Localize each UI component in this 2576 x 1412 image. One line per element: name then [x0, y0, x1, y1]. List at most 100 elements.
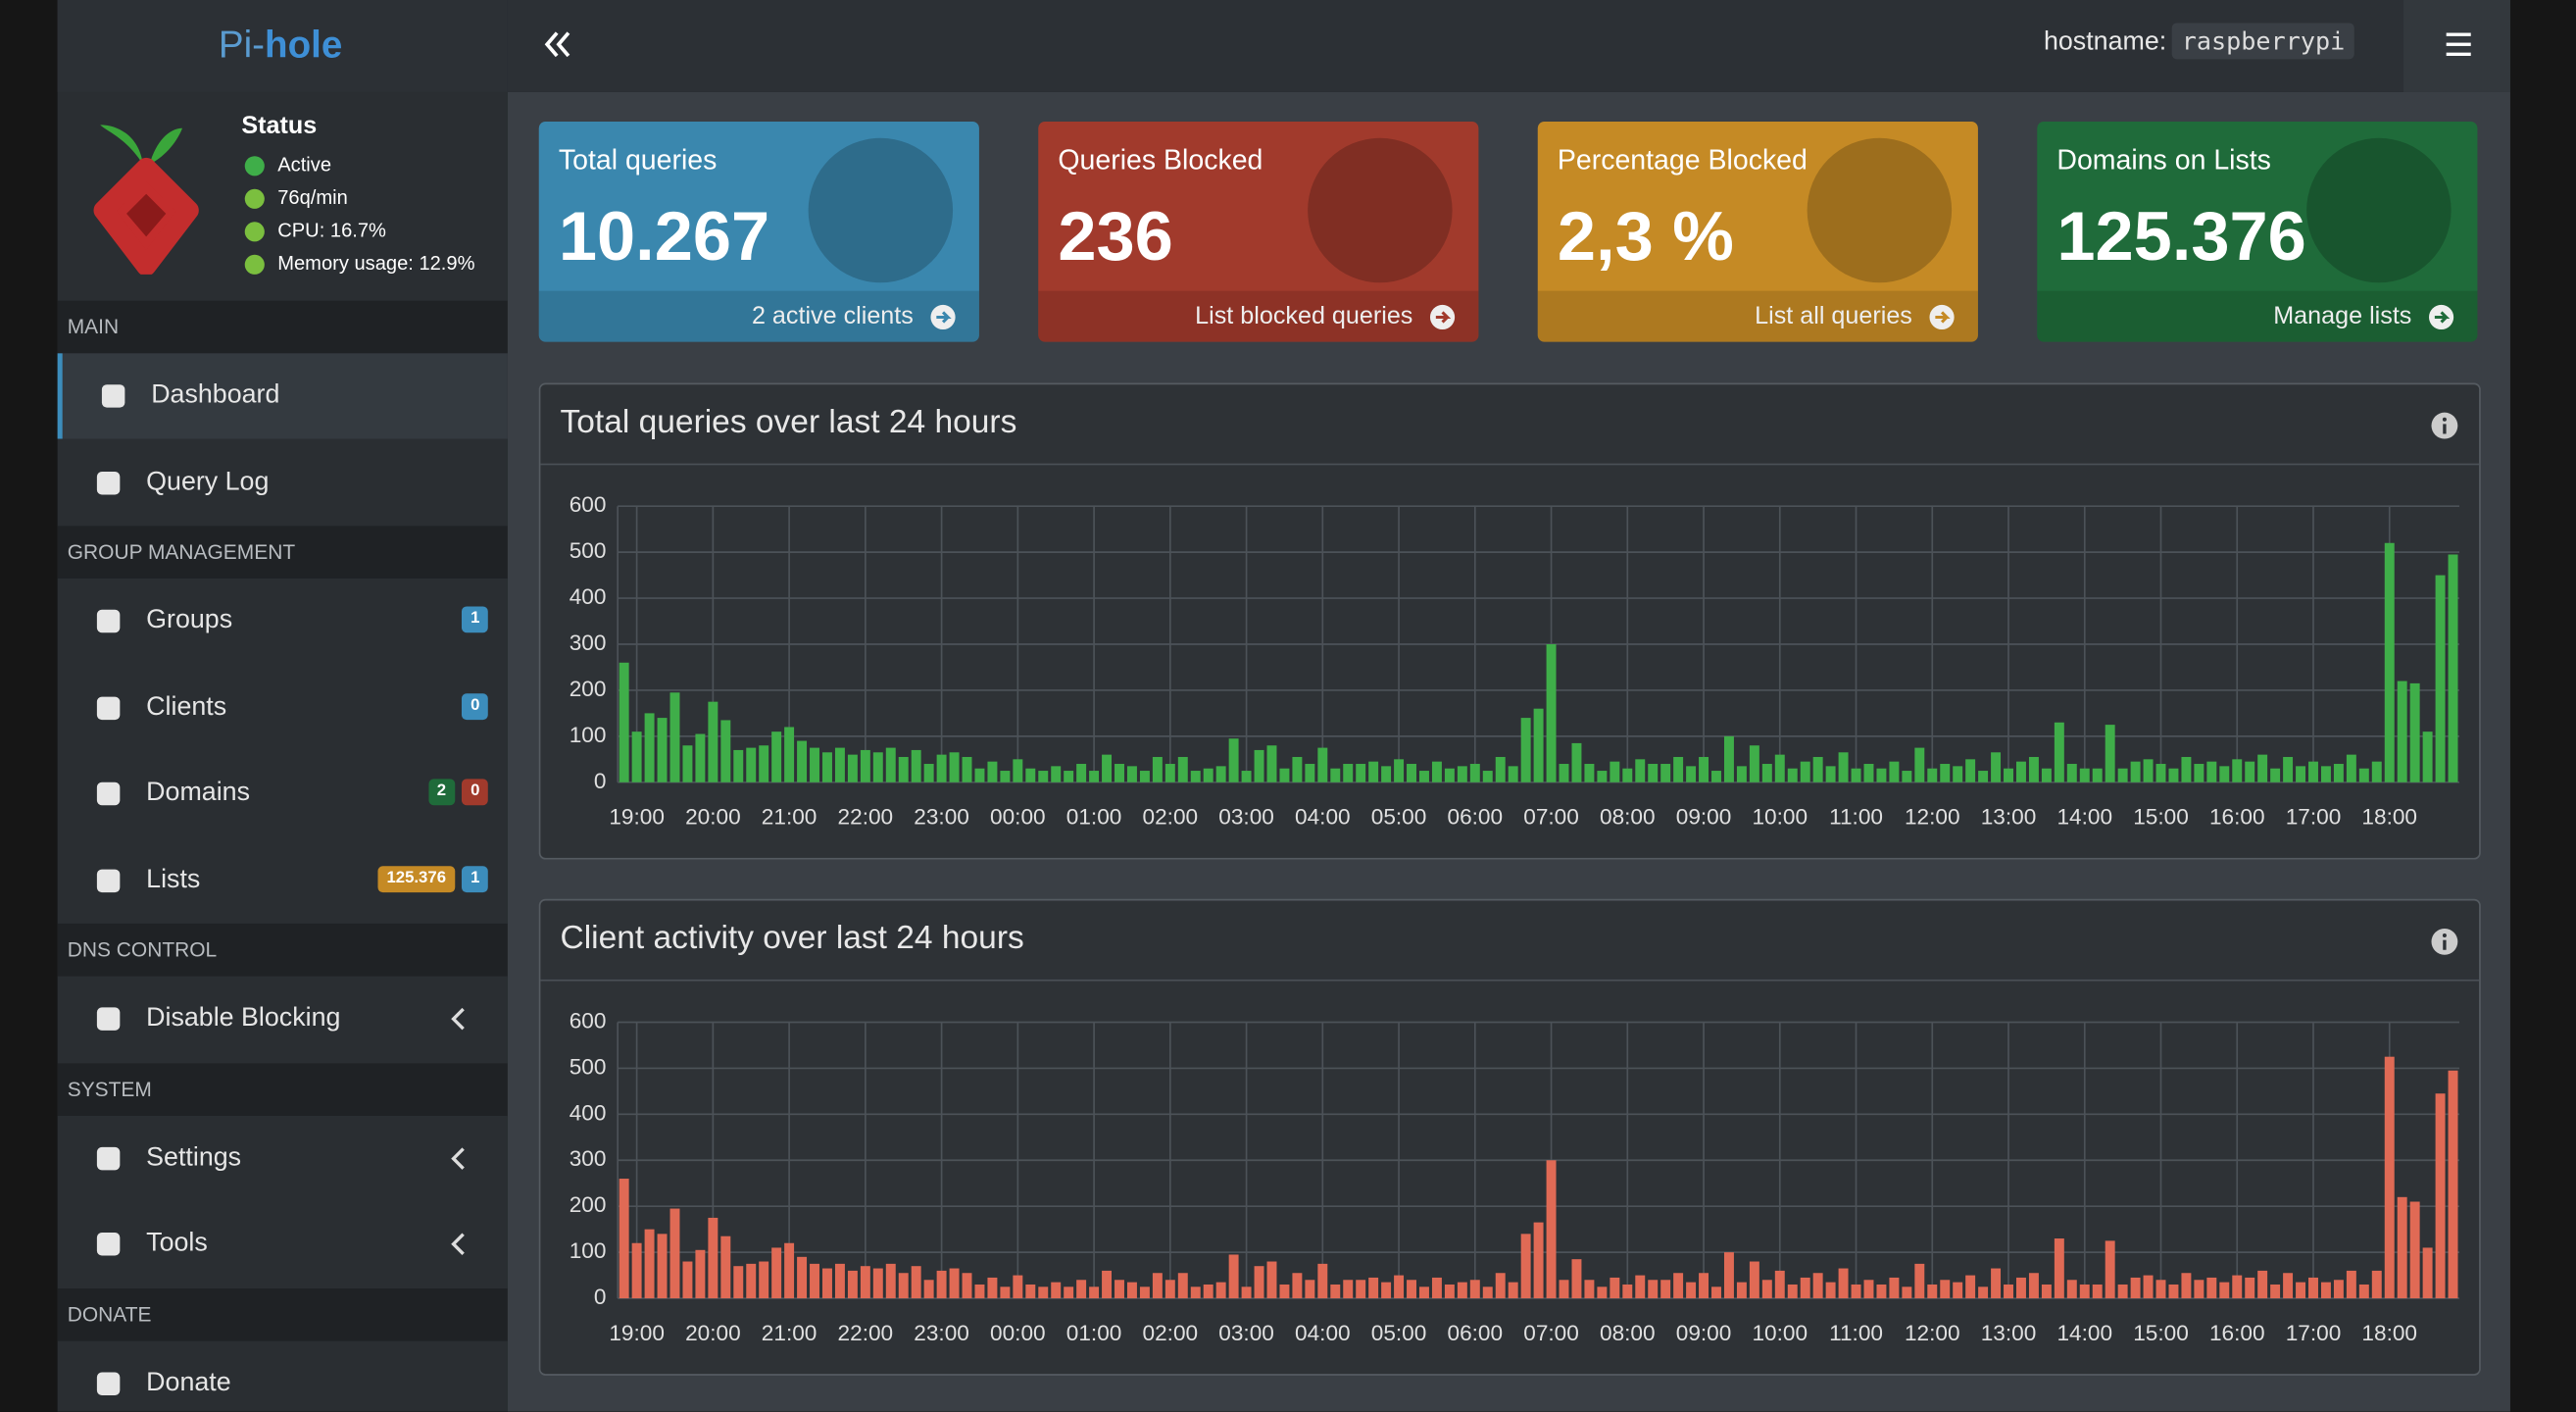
x-tick-label: 04:00	[1295, 1321, 1351, 1345]
menu-item[interactable]: Clients 0	[58, 665, 508, 750]
bar	[1482, 1286, 1493, 1299]
bar	[885, 747, 896, 782]
bar	[860, 749, 870, 782]
bar	[1940, 764, 1951, 782]
x-tick-label: 13:00	[1981, 805, 2037, 830]
card-footer[interactable]: List blocked queries	[1038, 290, 1479, 342]
bar	[962, 756, 972, 782]
y-tick-label: 100	[570, 723, 607, 747]
bar	[1266, 745, 1277, 782]
bar	[1622, 1284, 1633, 1299]
bar	[2092, 1284, 2103, 1299]
bar	[1914, 1263, 1925, 1299]
icon-shape	[96, 1146, 121, 1170]
card-footer[interactable]: List all queries	[1537, 290, 1978, 342]
bar	[923, 1280, 934, 1299]
x-tick-label: 06:00	[1448, 1321, 1504, 1345]
bar	[1469, 1280, 1480, 1299]
menu-item[interactable]: Disable Blocking	[58, 977, 508, 1062]
menu-item[interactable]: Tools	[58, 1201, 508, 1286]
x-tick-label: 21:00	[762, 1321, 817, 1345]
bar	[898, 1273, 909, 1299]
bar	[1407, 764, 1416, 782]
stat-card: Percentage Blocked 2,3 % List all queries	[1537, 122, 1978, 342]
bar	[1889, 761, 1900, 782]
x-tick-label: 16:00	[2209, 1321, 2265, 1345]
chevron-line	[451, 1007, 465, 1031]
bar	[1177, 1273, 1188, 1299]
bar	[1660, 764, 1671, 782]
y-tick-label: 200	[570, 1192, 607, 1217]
x-tick-label: 02:00	[1143, 1321, 1199, 1345]
section-header: MAIN	[57, 300, 508, 354]
bar	[1584, 1280, 1595, 1299]
bar	[1914, 747, 1925, 782]
bar	[733, 1266, 744, 1299]
bar	[2257, 754, 2268, 782]
menu-item[interactable]: Lists 1 125.376	[58, 837, 508, 923]
bar	[657, 1234, 668, 1299]
bar	[2206, 1277, 2217, 1299]
card-footer[interactable]: 2 active clients	[538, 290, 979, 342]
chevron-line	[451, 1146, 465, 1169]
bar	[2232, 1275, 2243, 1299]
menu-item[interactable]: Donate	[58, 1340, 508, 1412]
bar	[631, 731, 642, 782]
bar	[1126, 1282, 1137, 1299]
menu-label: Query Log	[146, 467, 270, 496]
menu-item[interactable]: Groups 1	[58, 579, 508, 664]
bar	[1610, 1277, 1620, 1299]
bar	[2016, 761, 2026, 782]
bar	[2066, 764, 2077, 782]
x-tick-label: 00:00	[990, 1321, 1046, 1345]
menu-toggle[interactable]	[2403, 0, 2510, 92]
bar	[2346, 1270, 2356, 1299]
bar	[619, 662, 629, 782]
bar	[1381, 766, 1392, 782]
bar	[1356, 1280, 1366, 1299]
menu-icon	[96, 868, 121, 892]
menu-item[interactable]: Domains 0 2	[58, 751, 508, 836]
chevron-line	[451, 1233, 465, 1255]
x-tick-label: 14:00	[2056, 805, 2112, 830]
bar	[1038, 771, 1049, 782]
collapse-button[interactable]	[544, 29, 573, 59]
bar	[2092, 768, 2103, 782]
bar	[1025, 768, 1036, 782]
bar	[1686, 1282, 1697, 1299]
x-tick-label: 06:00	[1448, 805, 1504, 830]
bar	[2117, 1284, 2128, 1299]
bar	[1889, 1277, 1900, 1299]
bar	[2004, 768, 2013, 782]
bar	[810, 747, 819, 782]
bar	[1902, 771, 1912, 782]
card-icon	[1308, 137, 1453, 283]
card-link: List all queries	[1755, 302, 1912, 330]
card-footer[interactable]: Manage lists	[2037, 290, 2478, 342]
info-icon[interactable]	[2430, 927, 2459, 956]
status-dot	[244, 254, 265, 275]
bar	[2346, 754, 2356, 782]
x-tick-label: 18:00	[2361, 1321, 2417, 1345]
bar	[1241, 1286, 1252, 1299]
x-tick-label: 17:00	[2286, 805, 2342, 830]
bar	[1343, 1280, 1354, 1299]
bar	[974, 1284, 985, 1299]
menu-item[interactable]: Query Log	[58, 439, 508, 525]
chart-panel: Total queries over last 24 hours 0 100 200…	[538, 382, 2481, 860]
bar	[1444, 1284, 1455, 1299]
bar	[2194, 1280, 2204, 1299]
menu-item[interactable]: Settings	[58, 1115, 508, 1200]
info-icon[interactable]	[2430, 411, 2459, 440]
bar	[1902, 1286, 1912, 1299]
bar	[1774, 754, 1785, 782]
menu-item[interactable]: Dashboard	[57, 353, 508, 439]
bar	[1749, 745, 1759, 782]
menu-label: Donate	[146, 1368, 231, 1396]
bar	[2358, 768, 2369, 782]
brand[interactable]: Pi-hole	[219, 23, 342, 67]
bar	[2320, 766, 2331, 782]
icon-shape	[96, 695, 121, 720]
card-value: 2,3 %	[1557, 197, 1734, 275]
bar	[1787, 1284, 1798, 1299]
